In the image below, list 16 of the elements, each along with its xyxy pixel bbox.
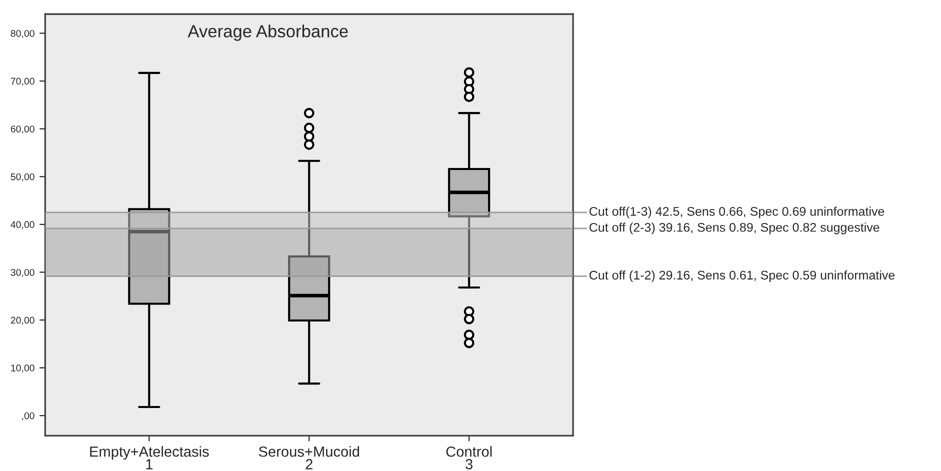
y-tick-label: 80,00 (10, 30, 34, 38)
x-tick-label: Empty+Atelectasis 1 (90, 446, 209, 470)
ref-line-label: Cut off(1-3) 42.5, Sens 0.66, Spec 0.69 uninformative (590, 206, 884, 218)
x-tick-label: Serous+Mucoid 2 (258, 446, 360, 470)
ref-line-label: Cut off (2-3) 39.16, Sens 0.89, Spec 0.82 suggestive (590, 222, 880, 234)
y-tick-label: 10,00 (11, 364, 34, 373)
y-tick-label: 60,00 (10, 126, 34, 134)
y-tick-label: ,00 (22, 412, 34, 420)
ref-line-label: Cut off (1-2) 29.16, Sens 0.61, Spec 0.59 uninformative (590, 270, 895, 282)
text: Average Absorbance (188, 24, 348, 41)
y-tick-label: 40,00 (10, 221, 34, 230)
y-tick-label: 20,00 (10, 316, 34, 325)
x-tick-label: Control 3 (446, 446, 492, 470)
y-tick-label: 30,00 (10, 268, 34, 277)
y-tick-label: 70,00 (10, 78, 34, 86)
y-tick-label: 50,00 (10, 173, 34, 182)
